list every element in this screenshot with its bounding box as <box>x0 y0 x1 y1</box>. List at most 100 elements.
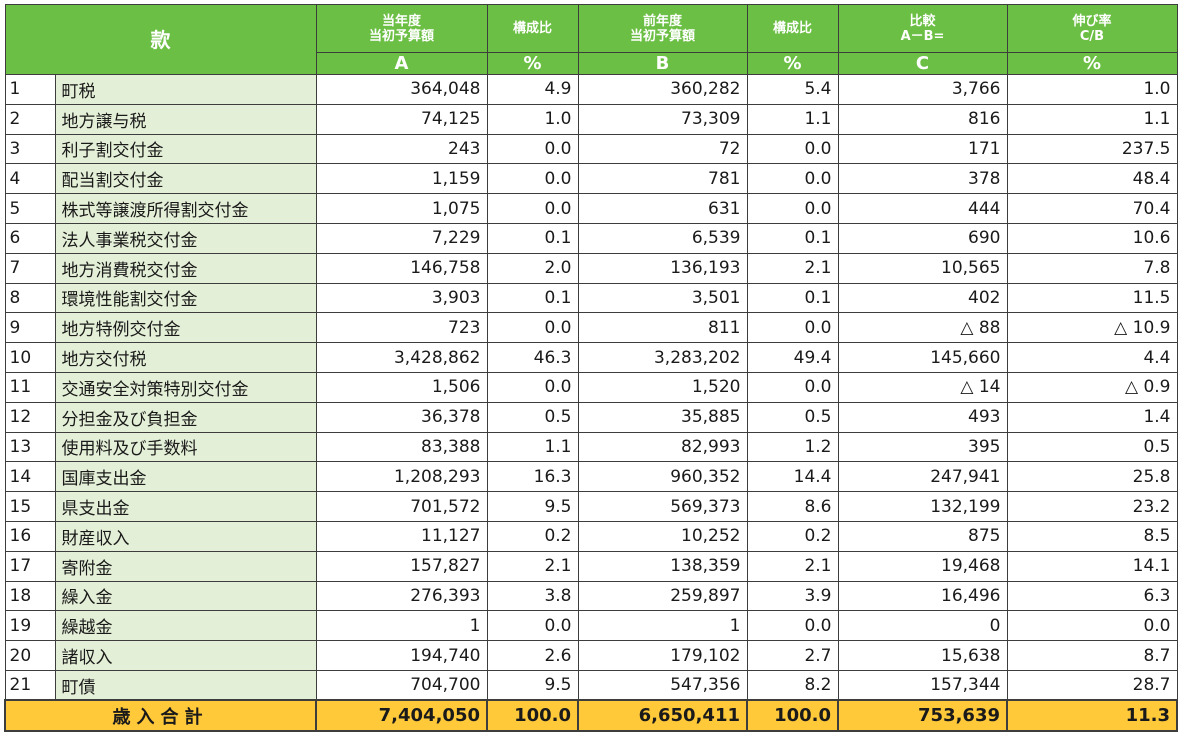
row-number: 16 <box>4 520 55 552</box>
row-number: 7 <box>4 252 55 284</box>
growth-rate: 1.1 <box>1006 103 1178 135</box>
item-name: 繰入金 <box>54 580 317 612</box>
previous-ratio: 0.0 <box>746 610 839 642</box>
item-name: 株式等譲渡所得割交付金 <box>54 193 317 224</box>
row-number: 5 <box>4 193 55 224</box>
previous-ratio: 0.5 <box>746 401 839 433</box>
previous-ratio: 0.0 <box>746 371 839 403</box>
row-number: 14 <box>4 461 55 493</box>
growth-rate: 0.0 <box>1006 610 1178 642</box>
current-ratio: 0.0 <box>486 610 579 642</box>
comparison: 690 <box>837 222 1008 254</box>
growth-rate: 6.3 <box>1006 580 1178 612</box>
current-ratio: 1.1 <box>486 431 579 463</box>
item-name: 繰越金 <box>54 610 317 642</box>
current-budget: 157,827 <box>315 550 488 582</box>
total-row: 歳入合計 7,404,050 100.0 6,650,411 100.0 753… <box>4 699 1178 733</box>
previous-budget: 3,501 <box>577 282 748 314</box>
previous-ratio: 1.1 <box>746 103 839 135</box>
current-budget: 364,048 <box>315 74 488 105</box>
growth-rate: 23.2 <box>1006 491 1178 522</box>
previous-budget: 10,252 <box>577 520 748 552</box>
current-ratio: 3.8 <box>486 580 579 612</box>
current-ratio: 0.1 <box>486 282 579 314</box>
item-name: 交通安全対策特別交付金 <box>54 371 317 403</box>
header-unit-a: A <box>315 52 488 75</box>
table-row: 3 利子割交付金 243 0.0 72 0.0 171 237.5 <box>4 133 1178 165</box>
comparison: 171 <box>837 133 1008 165</box>
header-kan: 款 <box>4 4 317 75</box>
growth-rate: 237.5 <box>1006 133 1178 165</box>
item-name: 国庫支出金 <box>54 461 317 493</box>
table-footer: 歳入合計 7,404,050 100.0 6,650,411 100.0 753… <box>4 699 1178 733</box>
item-name: 利子割交付金 <box>54 133 317 165</box>
current-budget: 3,903 <box>315 282 488 314</box>
comparison: 247,941 <box>837 461 1008 493</box>
growth-rate: 48.4 <box>1006 163 1178 195</box>
previous-budget: 82,993 <box>577 431 748 463</box>
total-previous-budget: 6,650,411 <box>577 699 748 733</box>
previous-budget: 179,102 <box>577 640 748 671</box>
previous-budget: 960,352 <box>577 461 748 493</box>
previous-budget: 136,193 <box>577 252 748 284</box>
table-row: 6 法人事業税交付金 7,229 0.1 6,539 0.1 690 10.6 <box>4 222 1178 254</box>
item-name: 諸収入 <box>54 640 317 671</box>
header-unit-b: B <box>577 52 748 75</box>
growth-rate: 7.8 <box>1006 252 1178 284</box>
item-name: 地方譲与税 <box>54 103 317 135</box>
comparison: △ 14 <box>837 371 1008 403</box>
total-growth-rate: 11.3 <box>1006 699 1178 733</box>
previous-ratio: 0.0 <box>746 193 839 224</box>
comparison: 3,766 <box>837 74 1008 105</box>
header-unit-b-pct: % <box>746 52 839 75</box>
previous-ratio: 0.0 <box>746 312 839 344</box>
current-ratio: 0.0 <box>486 133 579 165</box>
previous-budget: 569,373 <box>577 491 748 522</box>
comparison: 395 <box>837 431 1008 463</box>
previous-budget: 631 <box>577 193 748 224</box>
previous-ratio: 1.2 <box>746 431 839 463</box>
header-current-ratio: 構成比 <box>486 4 579 53</box>
item-name: 町税 <box>54 74 317 105</box>
comparison: 157,344 <box>837 669 1008 701</box>
current-budget: 723 <box>315 312 488 344</box>
table-row: 14 国庫支出金 1,208,293 16.3 960,352 14.4 247,941 25… <box>4 461 1178 493</box>
growth-rate: 70.4 <box>1006 193 1178 224</box>
previous-budget: 1,520 <box>577 371 748 403</box>
current-budget: 704,700 <box>315 669 488 701</box>
item-name: 県支出金 <box>54 491 317 522</box>
row-number: 2 <box>4 103 55 135</box>
item-name: 町債 <box>54 669 317 701</box>
total-current-budget: 7,404,050 <box>315 699 488 733</box>
row-number: 12 <box>4 401 55 433</box>
comparison: 378 <box>837 163 1008 195</box>
current-budget: 7,229 <box>315 222 488 254</box>
current-budget: 1,208,293 <box>315 461 488 493</box>
row-number: 8 <box>4 282 55 314</box>
header-unit-c: C <box>837 52 1008 75</box>
current-budget: 1,159 <box>315 163 488 195</box>
table-body: 1 町税 364,048 4.9 360,282 5.4 3,766 1.0 2 地方譲与税 74,… <box>4 74 1178 701</box>
current-ratio: 2.6 <box>486 640 579 671</box>
header-unit-a-pct: % <box>486 52 579 75</box>
current-budget: 36,378 <box>315 401 488 433</box>
comparison: 493 <box>837 401 1008 433</box>
previous-budget: 35,885 <box>577 401 748 433</box>
growth-rate: 11.5 <box>1006 282 1178 314</box>
previous-budget: 138,359 <box>577 550 748 582</box>
growth-rate: △ 0.9 <box>1006 371 1178 403</box>
current-ratio: 0.1 <box>486 222 579 254</box>
current-budget: 11,127 <box>315 520 488 552</box>
current-ratio: 0.0 <box>486 371 579 403</box>
table-row: 17 寄附金 157,827 2.1 138,359 2.1 19,468 14.1 <box>4 550 1178 582</box>
previous-ratio: 8.6 <box>746 491 839 522</box>
item-name: 使用料及び手数料 <box>54 431 317 463</box>
growth-rate: 4.4 <box>1006 342 1178 373</box>
row-number: 19 <box>4 610 55 642</box>
comparison: 145,660 <box>837 342 1008 373</box>
current-ratio: 0.0 <box>486 193 579 224</box>
growth-rate: 10.6 <box>1006 222 1178 254</box>
table-row: 13 使用料及び手数料 83,388 1.1 82,993 1.2 395 0.5 <box>4 431 1178 463</box>
table-row: 4 配当割交付金 1,159 0.0 781 0.0 378 48.4 <box>4 163 1178 195</box>
table-row: 2 地方譲与税 74,125 1.0 73,309 1.1 816 1.1 <box>4 103 1178 135</box>
